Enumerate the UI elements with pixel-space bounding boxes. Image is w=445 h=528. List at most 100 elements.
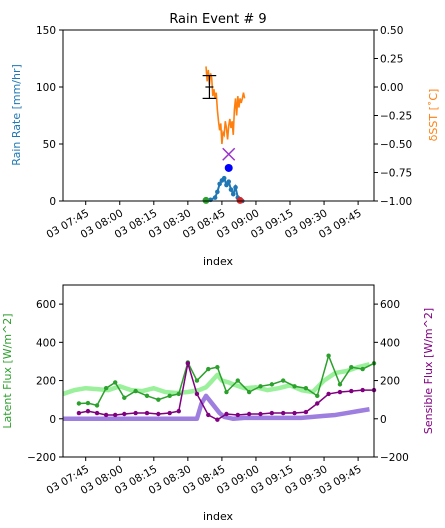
y-tick-label-right: 0.25 <box>380 54 403 66</box>
y-tick-label-right: 600 <box>380 299 400 311</box>
sensible-flux-point <box>113 412 118 418</box>
latent-flux-point <box>315 393 320 399</box>
latent-flux-point <box>360 366 365 372</box>
sst-error-bar <box>202 74 217 100</box>
sensible-flux-point <box>269 410 275 416</box>
sensible-flux-point <box>206 412 211 418</box>
y-tick-label-right: 0.50 <box>380 25 403 37</box>
y-tick-label-right: −0.50 <box>380 139 412 151</box>
sensible-flux-point <box>215 417 220 422</box>
latent-flux-point <box>133 388 138 394</box>
sensible-flux-point <box>103 412 109 418</box>
y-tick-label-left: 50 <box>43 139 56 151</box>
event-end-marker <box>236 196 244 204</box>
rain-rate-point <box>217 181 222 187</box>
latent-flux-point <box>337 382 343 387</box>
y-tick-label-left: 100 <box>36 82 56 94</box>
rain-rate-point <box>228 187 234 192</box>
latent-flux-point <box>176 391 181 397</box>
sensible-flux-lowres-line <box>63 393 370 422</box>
rain-rate-point <box>221 175 227 181</box>
latent-flux-point <box>194 378 200 383</box>
chart-title: Rain Event # 9 <box>169 12 266 27</box>
top-x-axis-label: index <box>203 255 234 268</box>
sensible-flux-point <box>303 409 309 415</box>
y-tick-label-right: −200 <box>380 452 409 464</box>
bottom-y-ticks-left: −200 0 200 400 600 <box>27 299 63 464</box>
rain-rate-point <box>224 182 229 188</box>
y-tick-label-left: 0 <box>49 414 56 426</box>
sensible-flux-point <box>258 411 263 417</box>
sensible-flux-point <box>85 408 91 414</box>
y-tick-label-right: −0.75 <box>380 168 412 180</box>
latent-flux-point <box>326 353 331 358</box>
y-tick-label-left: 600 <box>36 299 56 311</box>
latent-flux-point <box>206 366 211 372</box>
bottom-x-axis-label: index <box>203 510 234 523</box>
bottom-y-axis-label-left: Latent Flux [W/m^2] <box>1 313 14 428</box>
top-y-axis-label-left: Rain Rate [mm/hr] <box>10 64 23 166</box>
y-tick-label-left: −200 <box>27 452 56 464</box>
latent-flux-point <box>156 397 161 402</box>
sensible-flux-point <box>133 410 138 416</box>
top-y-axis-label-right: δSST [˚C] <box>427 89 440 142</box>
rain-rate-point <box>233 185 238 190</box>
latent-flux-point <box>113 380 118 385</box>
sensible-flux-point <box>144 410 150 416</box>
sensible-flux-point <box>360 387 365 393</box>
top-y-ticks-left: 0 50 100 150 <box>36 25 63 208</box>
y-tick-label-left: 150 <box>36 25 56 37</box>
bottom-plot-area <box>62 353 377 422</box>
sensible-flux-point <box>76 410 82 416</box>
sensible-flux-point <box>185 361 191 366</box>
latent-flux-point <box>94 403 100 408</box>
sensible-flux-point <box>315 401 320 406</box>
sensible-flux-point <box>326 391 331 397</box>
max-rain-marker <box>224 163 233 172</box>
latent-flux-point <box>224 389 229 395</box>
rain-rate-point <box>215 189 220 195</box>
sensible-flux-point <box>292 410 297 416</box>
latent-flux-point <box>215 364 220 370</box>
sensible-flux-point <box>94 410 100 416</box>
latent-flux-point <box>292 384 297 389</box>
sensible-flux-point <box>194 391 200 397</box>
y-tick-label-left: 200 <box>36 376 56 388</box>
sensible-flux-point <box>337 389 343 395</box>
latent-flux-point <box>280 378 286 383</box>
event-start-marker <box>202 196 210 204</box>
y-tick-label-right: 0 <box>380 414 387 426</box>
rain-rate-point <box>226 179 232 184</box>
latent-flux-point <box>246 389 252 395</box>
sensible-flux-point <box>235 412 240 418</box>
latent-flux-point <box>235 378 240 383</box>
latent-flux-point <box>258 384 263 389</box>
y-tick-label-right: 0.00 <box>380 82 403 94</box>
latent-flux-point <box>349 364 354 370</box>
bottom-y-axis-label-right: Sensible Flux [W/m^2] <box>422 308 435 434</box>
sensible-flux-point <box>167 410 172 416</box>
sensible-flux-point <box>246 411 252 417</box>
sensible-flux-point <box>224 411 229 417</box>
top-y-ticks-right: −1.00 −0.75 −0.50 −0.25 0.00 0.25 0.50 <box>374 25 412 208</box>
sensible-flux-point <box>349 388 354 394</box>
y-tick-label-left: 400 <box>36 337 56 349</box>
latent-flux-point <box>122 395 127 400</box>
y-tick-label-left: 0 <box>49 196 56 208</box>
latent-flux-point <box>303 386 309 391</box>
min-sst-marker <box>222 147 236 161</box>
sst-anomaly-line <box>205 66 246 145</box>
rain-rate-point <box>230 191 236 197</box>
y-tick-label-right: −0.25 <box>380 111 412 123</box>
latent-flux-point <box>269 382 275 387</box>
y-tick-label-right: 200 <box>380 376 400 388</box>
latent-flux-point <box>167 393 172 399</box>
sensible-flux-point <box>176 408 181 414</box>
latent-flux-point <box>76 401 82 406</box>
latent-flux-point <box>144 393 150 399</box>
rain-rate-point <box>212 195 218 200</box>
sensible-flux-point <box>156 411 161 417</box>
top-plot-area <box>202 66 246 204</box>
